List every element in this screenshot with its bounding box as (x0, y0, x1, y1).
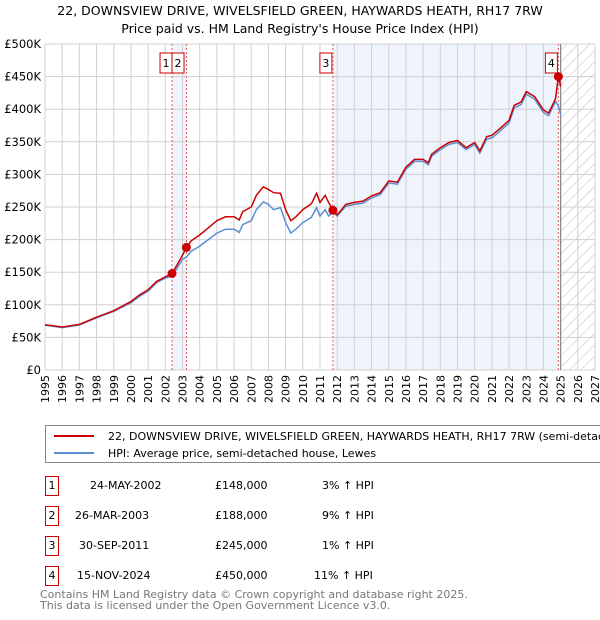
sale-2-badge (171, 52, 185, 74)
x-tick-label: 2020 (469, 375, 482, 403)
sale-date: 26-MAR-2003 (75, 509, 150, 522)
x-tick-label: 2025 (555, 375, 568, 403)
hpi-line (44, 93, 562, 329)
x-tick-label: 2022 (503, 375, 516, 403)
chart-subtitle: Price paid vs. HM Land Registry's House … (121, 21, 479, 36)
sale-1-point (167, 269, 177, 279)
sale-price: £450,000 (215, 569, 268, 582)
x-tick-label: 2004 (194, 375, 207, 403)
sale-1-badge-label: 1 (163, 57, 170, 70)
sale-date: 24-MAY-2002 (90, 479, 162, 492)
x-tick-label: 2026 (572, 375, 585, 403)
x-tick-label: 2027 (589, 375, 600, 403)
legend-property-swatch (54, 435, 94, 437)
x-tick-label: 2018 (434, 375, 447, 403)
y-tick-label: £350K (4, 135, 41, 149)
y-tick-label: £250K (4, 200, 41, 214)
y-tick-label: £450K (4, 70, 41, 84)
legend-hpi-label: HPI: Average price, semi-detached house,… (108, 446, 377, 460)
sale-number: 1 (45, 476, 59, 496)
x-tick-label: 2010 (297, 375, 310, 403)
x-tick-label: 2005 (211, 375, 224, 403)
chart-title: 22, DOWNSVIEW DRIVE, WIVELSFIELD GREEN, … (57, 3, 543, 18)
x-tick-label: 2003 (177, 375, 190, 403)
y-tick-label: £100K (4, 298, 41, 312)
x-tick-label: 2001 (142, 375, 155, 403)
x-tick-label: 1995 (39, 375, 52, 403)
y-tick-label: £500K (4, 37, 41, 51)
x-tick-label: 2015 (383, 375, 396, 403)
x-tick-label: 2011 (314, 375, 327, 403)
y-tick-label: £300K (4, 167, 41, 181)
sale-number: 3 (45, 536, 59, 556)
sale-3-badge-label: 3 (322, 57, 329, 70)
legend-hpi-swatch (54, 452, 94, 454)
sale-2-point (181, 242, 191, 252)
y-tick-label: £400K (4, 102, 41, 116)
x-tick-label: 2013 (348, 375, 361, 403)
property-line (44, 76, 562, 328)
y-tick-label: £150K (4, 265, 41, 279)
sale-4-badge-label: 4 (548, 57, 555, 70)
x-tick-label: 2008 (262, 375, 275, 403)
x-tick-label: 2002 (159, 375, 172, 403)
sale-number: 4 (45, 566, 59, 586)
sale-3-point (328, 205, 338, 215)
price-chart: 1995 1996 1997 1998 1999 2000 2001 2002 2003 2004… (4, 37, 600, 403)
footer-licence: This data is licensed under the Open Gov… (40, 599, 391, 612)
sale-price: £245,000 (215, 539, 268, 552)
x-tick-label: 2006 (228, 375, 241, 403)
x-tick-label: 2014 (366, 375, 379, 403)
x-tick-label: 2019 (452, 375, 465, 403)
y-tick-label: £50K (12, 330, 42, 344)
y-tick-label: £200K (4, 233, 41, 247)
footer-copyright: Contains HM Land Registry data © Crown c… (40, 588, 468, 601)
x-tick-label: 2007 (245, 375, 258, 403)
sale-4-point (553, 72, 563, 82)
x-tick-label: 1998 (91, 375, 104, 403)
sale-hpi-diff: 11% ↑ HPI (314, 569, 373, 582)
x-tick-label: 1999 (108, 375, 121, 403)
sale-3-badge (319, 52, 333, 74)
sale-hpi-diff: 9% ↑ HPI (322, 509, 374, 522)
x-tick-label: 2024 (537, 375, 550, 403)
sale-2-badge-label: 2 (175, 57, 182, 70)
x-tick-label: 1997 (73, 375, 86, 403)
x-tick-label: 2016 (400, 375, 413, 403)
x-tick-label: 2009 (280, 375, 293, 403)
legend-property-label: 22, DOWNSVIEW DRIVE, WIVELSFIELD GREEN, … (108, 429, 600, 443)
sale-number: 2 (45, 506, 59, 526)
x-tick-label: 2000 (125, 375, 138, 403)
x-tick-label: 2023 (520, 375, 533, 403)
x-tick-label: 2021 (486, 375, 499, 403)
sale-hpi-diff: 1% ↑ HPI (322, 539, 374, 552)
sale-price: £148,000 (215, 479, 268, 492)
sale-date: 30-SEP-2011 (79, 539, 150, 552)
sale-price: £188,000 (215, 509, 268, 522)
legend: 22, DOWNSVIEW DRIVE, WIVELSFIELD GREEN, … (45, 425, 600, 463)
sale-hpi-diff: 3% ↑ HPI (322, 479, 374, 492)
sale-4-badge (544, 52, 558, 74)
sale-date: 15-NOV-2024 (77, 569, 151, 582)
y-tick-label: £0 (26, 363, 41, 377)
x-tick-label: 2012 (331, 375, 344, 403)
x-tick-label: 2017 (417, 375, 430, 403)
x-tick-label: 1996 (56, 375, 69, 403)
